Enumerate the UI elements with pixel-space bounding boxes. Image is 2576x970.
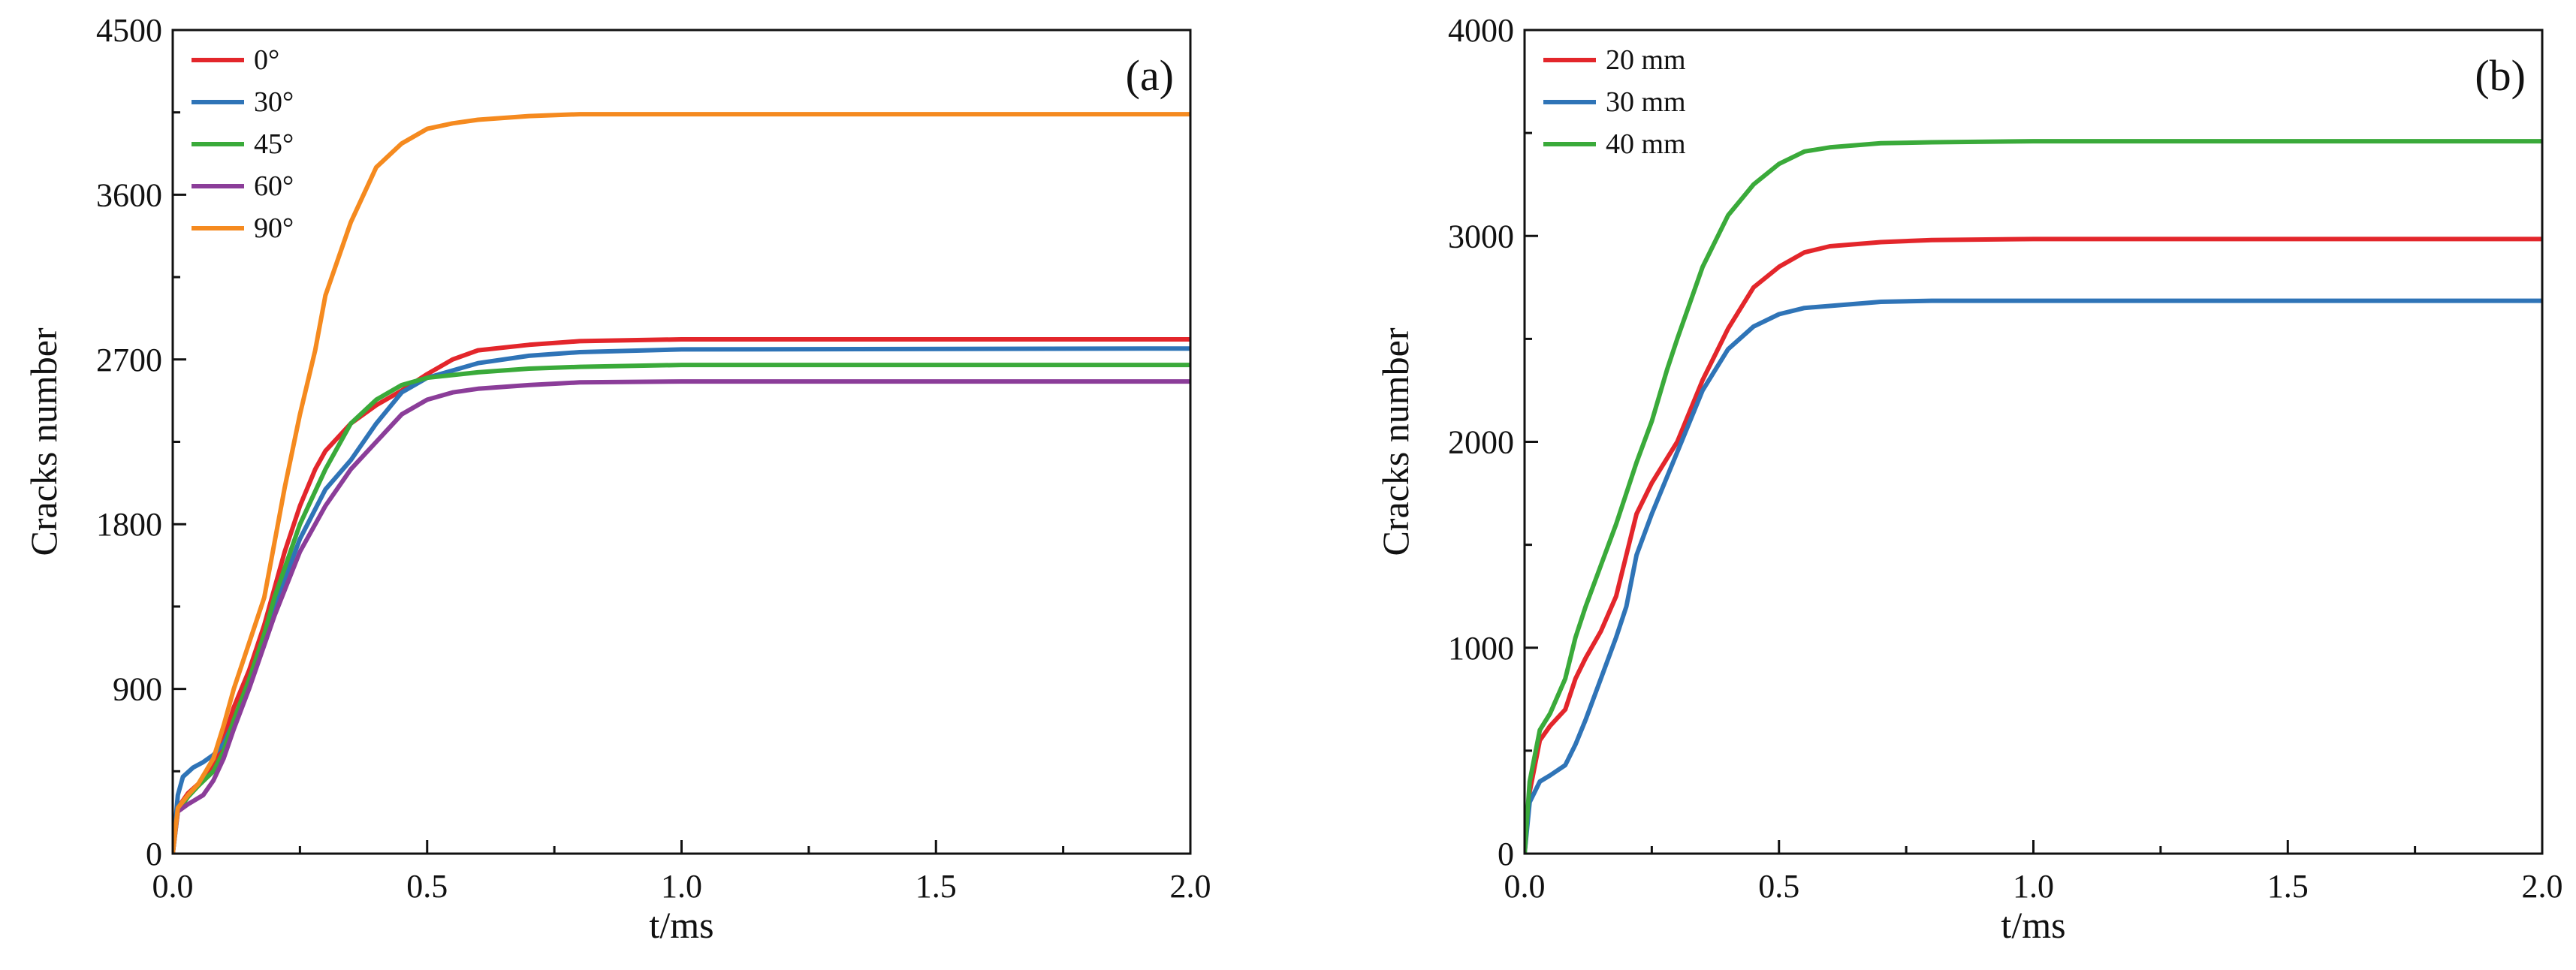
- y-tick-label: 3000: [1448, 218, 1514, 255]
- series-line-3: [1525, 139, 2542, 854]
- legend-label-1: 0°: [254, 44, 279, 76]
- x-axis-title: t/ms: [649, 904, 713, 946]
- panel-label: (b): [2475, 51, 2526, 100]
- series-line-1: [173, 337, 1190, 854]
- series-lines: [173, 112, 1190, 854]
- x-tick-label: 1.5: [2267, 868, 2309, 905]
- chart-panel-b: 0.0 0.5 1.0 1.5 2.0 0 1000 2000 3000 4000 t/ms Crac…: [1374, 12, 2563, 946]
- legend-label-5: 90°: [254, 212, 294, 244]
- series-line-5: [173, 112, 1190, 854]
- series-line-1: [1525, 236, 2542, 854]
- x-tick-label: 2.0: [2522, 868, 2563, 905]
- y-tick-label: 0: [146, 836, 162, 872]
- legend-label-3: 40 mm: [1606, 128, 1686, 160]
- legend-label-2: 30 mm: [1606, 86, 1686, 118]
- x-tick-label: 0.5: [1758, 868, 1799, 905]
- y-tick-label: 1000: [1448, 630, 1514, 667]
- y-tick-label: 3600: [96, 176, 162, 213]
- x-axis-title: t/ms: [2001, 904, 2065, 946]
- legend-label-4: 60°: [254, 170, 294, 202]
- legend-label-2: 30°: [254, 86, 294, 118]
- x-tick-label: 1.0: [2013, 868, 2054, 905]
- axes-frame: [171, 29, 1192, 855]
- x-tick-label: 0.5: [406, 868, 448, 905]
- panel-label: (a): [1126, 51, 1174, 100]
- series-line-2: [1525, 298, 2542, 854]
- legend: 20 mm 30 mm 40 mm: [1543, 44, 1686, 160]
- y-axis-title: Cracks number: [1374, 327, 1416, 556]
- legend: 0° 30° 45° 60° 90°: [192, 44, 294, 244]
- series-line-2: [173, 346, 1190, 854]
- y-tick-label: 4500: [96, 12, 162, 49]
- series-lines: [1525, 139, 2542, 854]
- legend-label-1: 20 mm: [1606, 44, 1686, 76]
- y-tick-label: 2000: [1448, 424, 1514, 461]
- x-tick-label: 2.0: [1170, 868, 1211, 905]
- y-tick-label: 4000: [1448, 12, 1514, 49]
- x-tick-label: 0.0: [1504, 868, 1546, 905]
- y-tick-label: 1800: [96, 506, 162, 543]
- series-line-3: [173, 363, 1190, 854]
- y-tick-label: 900: [113, 671, 162, 708]
- y-tick-label: 0: [1498, 836, 1514, 872]
- legend-label-3: 45°: [254, 128, 294, 160]
- x-tick-label: 1.5: [915, 868, 957, 905]
- series-line-4: [173, 379, 1190, 854]
- y-tick-label: 2700: [96, 342, 162, 378]
- x-tick-label: 0.0: [152, 868, 194, 905]
- y-axis-title: Cracks number: [23, 327, 65, 556]
- x-tick-label: 1.0: [661, 868, 702, 905]
- chart-panel-a: 0.0 0.5 1.0 1.5 2.0 0 900 1800 2700 3600 4500 t/ms C…: [23, 12, 1211, 946]
